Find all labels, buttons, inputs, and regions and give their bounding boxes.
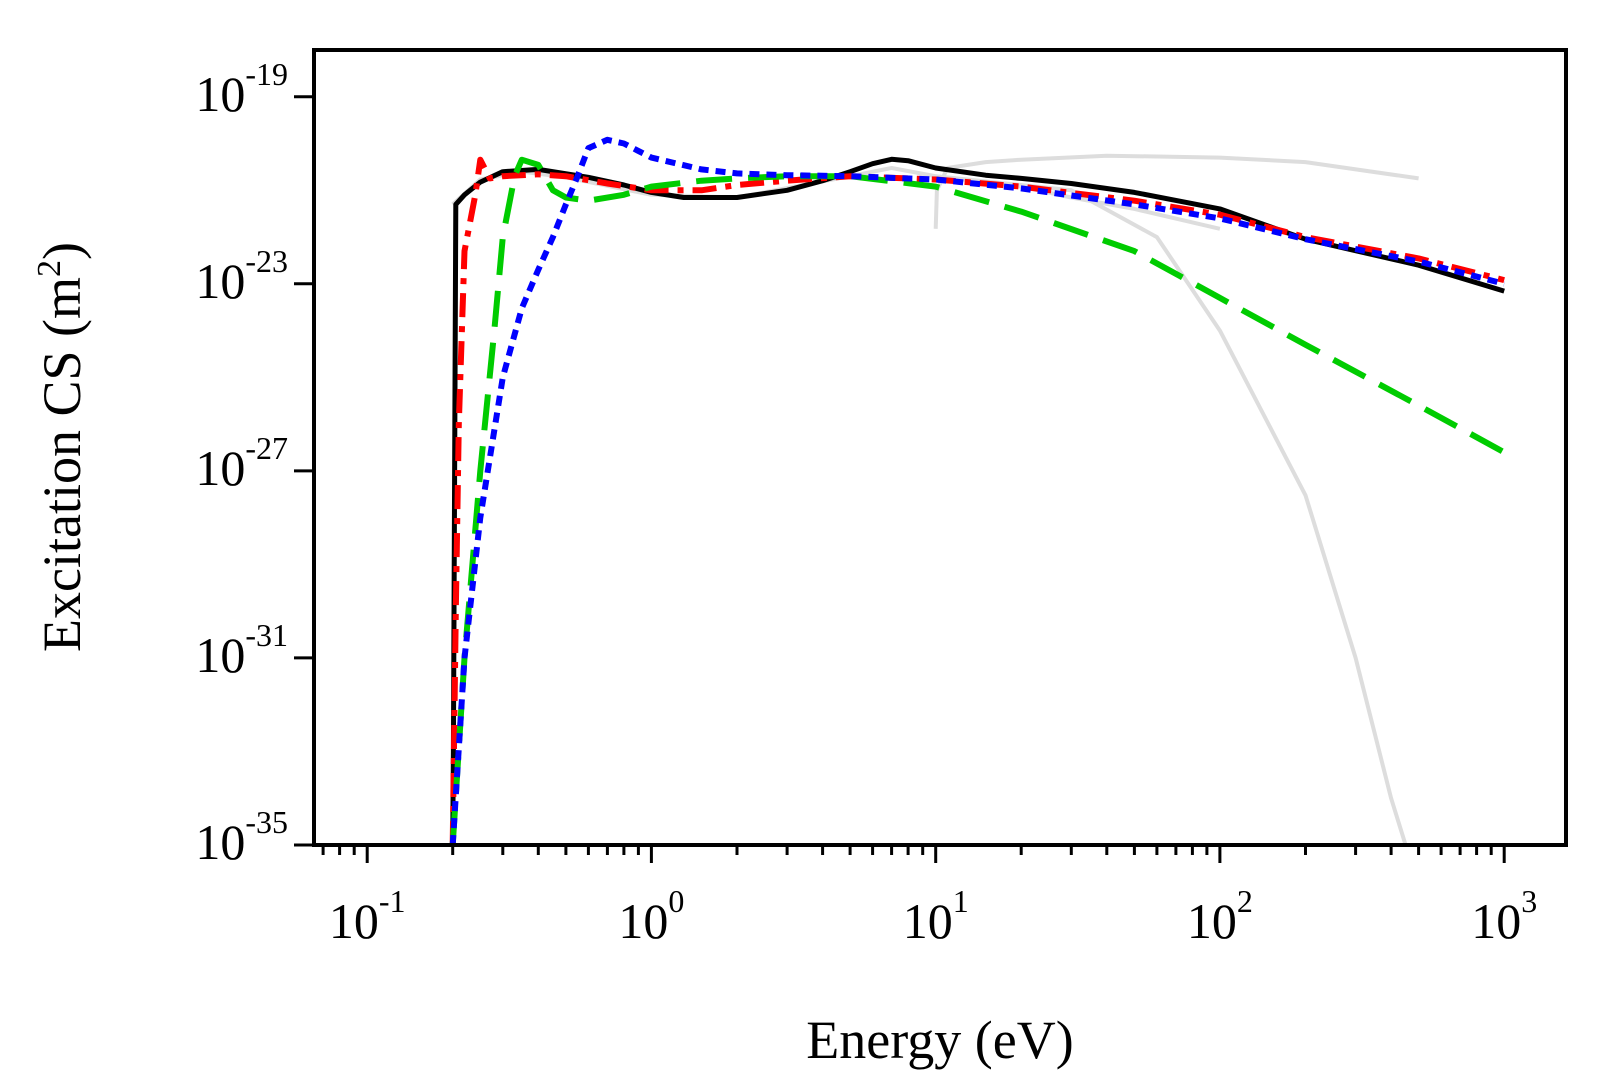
series-line-green-dashed — [449, 156, 1506, 845]
x-tick-label-base: 10 — [903, 893, 953, 949]
series-line-red-dashdot — [449, 156, 1505, 845]
x-tick-label: 103 — [1471, 883, 1537, 949]
y-tick-label-base: 10 — [195, 627, 245, 683]
tick-label-layer: 10-1 100 101 102 10310-1910-2310-2710-3110-3… — [195, 56, 1537, 949]
x-tick-label-base: 10 — [618, 893, 668, 949]
y-tick-label-exponent: -31 — [245, 617, 288, 653]
y-tick-label-exponent: -19 — [245, 56, 288, 92]
y-tick-label-exponent: -35 — [245, 804, 288, 840]
x-tick-label-exponent: -1 — [379, 883, 406, 919]
y-tick-label: 10-23 — [195, 243, 288, 309]
series-line-blue-dotted — [449, 136, 1505, 845]
x-axis-title: Energy (eV) — [806, 1010, 1073, 1070]
x-tick-label: 100 — [618, 883, 684, 949]
y-tick-label: 10-27 — [195, 430, 288, 496]
x-tick-label-base: 10 — [329, 893, 379, 949]
series-line-reference-light-3 — [935, 174, 1408, 845]
x-tick-label: 102 — [1187, 883, 1253, 949]
y-axis-title: Excitation CS (m2) — [31, 242, 92, 652]
y-tick-label-base: 10 — [195, 66, 245, 122]
y-axis-title-sup: 2 — [31, 260, 68, 277]
x-tick-label-exponent: 1 — [953, 883, 969, 919]
x-tick-label-exponent: 2 — [1237, 883, 1253, 919]
x-tick-label-base: 10 — [1187, 893, 1237, 949]
y-axis-title-main: Excitation CS (m — [32, 277, 92, 652]
x-tick-label-exponent: 0 — [668, 883, 684, 919]
y-tick-label-base: 10 — [195, 253, 245, 309]
series-layer — [449, 136, 1506, 845]
x-tick-label: 101 — [903, 883, 969, 949]
y-tick-label-base: 10 — [195, 440, 245, 496]
y-tick-label: 10-35 — [195, 804, 288, 870]
y-tick-label-exponent: -27 — [245, 430, 288, 466]
y-tick-label: 10-31 — [195, 617, 288, 683]
y-tick-label: 10-19 — [195, 56, 288, 122]
y-tick-label-exponent: -23 — [245, 243, 288, 279]
x-tick-label-base: 10 — [1471, 893, 1521, 949]
y-tick-label-base: 10 — [195, 814, 245, 870]
y-axis-title-end: ) — [32, 242, 92, 260]
x-tick-label-exponent: 3 — [1521, 883, 1537, 919]
x-tick-label: 10-1 — [329, 883, 406, 949]
plot-frame — [312, 48, 1568, 847]
